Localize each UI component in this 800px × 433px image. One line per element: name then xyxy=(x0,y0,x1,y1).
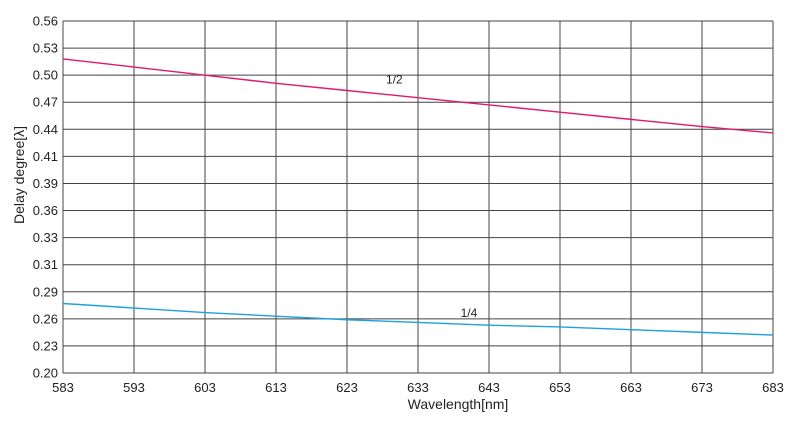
series-annotations: 1/2 1/4 xyxy=(386,72,478,320)
y-tick-label: 0.39 xyxy=(33,176,58,191)
x-tick-label: 603 xyxy=(194,380,216,395)
series-label: 1/4 xyxy=(461,306,478,320)
y-axis-title: Delay degree[λ] xyxy=(11,126,27,224)
y-tick-label: 0.47 xyxy=(33,95,58,110)
x-tick-label: 623 xyxy=(336,380,358,395)
series-lines xyxy=(62,58,774,336)
y-tick-label: 0.26 xyxy=(33,311,58,326)
y-tick-label: 0.31 xyxy=(33,257,58,272)
y-tick-label: 0.33 xyxy=(33,230,58,245)
x-tick-label: 663 xyxy=(620,380,642,395)
x-tick-label: 633 xyxy=(407,380,429,395)
y-tick-label: 0.56 xyxy=(33,14,58,29)
x-tick-label: 653 xyxy=(549,380,571,395)
y-tick-label: 0.20 xyxy=(33,366,58,381)
x-tick-label: 593 xyxy=(123,380,145,395)
grid xyxy=(62,20,774,374)
x-tick-label: 583 xyxy=(52,380,74,395)
y-tick-label: 0.50 xyxy=(33,68,58,83)
x-tick-label: 643 xyxy=(478,380,500,395)
tick-labels: 583 593 603 613 623 633 643 653 663 673 683 0.20 0.2… xyxy=(33,14,784,396)
x-tick-label: 613 xyxy=(265,380,287,395)
y-tick-label: 0.29 xyxy=(33,284,58,299)
y-tick-label: 0.41 xyxy=(33,149,58,164)
y-tick-label: 0.53 xyxy=(33,41,58,56)
y-tick-label: 0.36 xyxy=(33,203,58,218)
series-label: 1/2 xyxy=(386,72,403,86)
x-tick-label: 673 xyxy=(691,380,713,395)
x-tick-label: 683 xyxy=(762,380,784,395)
series-line-half-wave xyxy=(62,58,774,134)
y-tick-label: 0.44 xyxy=(33,122,58,137)
series-line-quarter-wave xyxy=(62,302,774,336)
x-axis-title: Wavelength[nm] xyxy=(408,396,509,412)
y-tick-label: 0.23 xyxy=(33,338,58,353)
